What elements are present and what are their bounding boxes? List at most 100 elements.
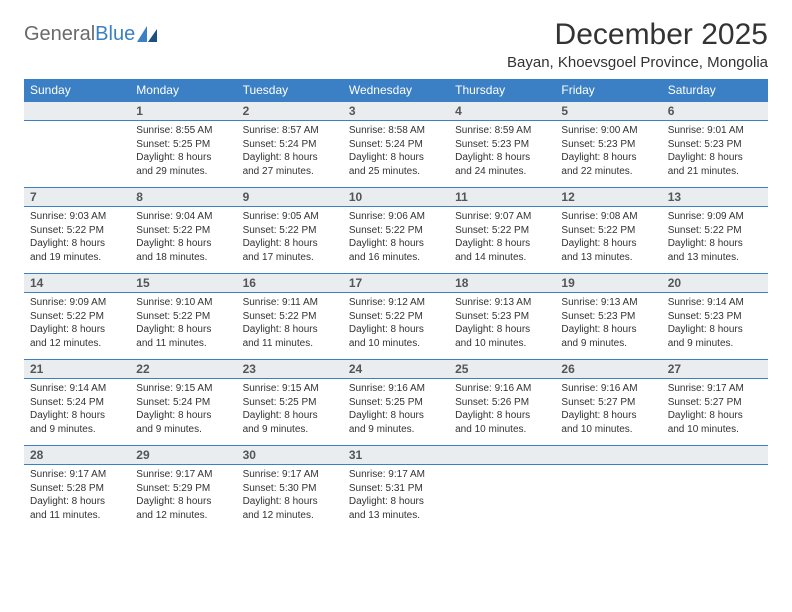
day-data: Sunrise: 9:10 AMSunset: 5:22 PMDaylight:… [130, 293, 236, 352]
day-number: 16 [237, 273, 343, 293]
calendar-cell: 12Sunrise: 9:08 AMSunset: 5:22 PMDayligh… [555, 187, 661, 273]
sunset-text: Sunset: 5:25 PM [349, 396, 443, 410]
day-number: 23 [237, 359, 343, 379]
day-of-week-row: SundayMondayTuesdayWednesdayThursdayFrid… [24, 79, 768, 101]
calendar-cell: 29Sunrise: 9:17 AMSunset: 5:29 PMDayligh… [130, 445, 236, 531]
calendar-cell: 30Sunrise: 9:17 AMSunset: 5:30 PMDayligh… [237, 445, 343, 531]
day-number: 4 [449, 101, 555, 121]
daylight-line2: and 17 minutes. [243, 251, 337, 265]
daylight-line2: and 9 minutes. [136, 423, 230, 437]
daylight-line1: Daylight: 8 hours [136, 151, 230, 165]
day-data: Sunrise: 9:14 AMSunset: 5:24 PMDaylight:… [24, 379, 130, 438]
location: Bayan, Khoevsgoel Province, Mongolia [507, 54, 768, 71]
day-number-empty [24, 101, 130, 121]
sunset-text: Sunset: 5:30 PM [243, 482, 337, 496]
day-number: 7 [24, 187, 130, 207]
calendar-cell: 27Sunrise: 9:17 AMSunset: 5:27 PMDayligh… [662, 359, 768, 445]
day-data: Sunrise: 9:03 AMSunset: 5:22 PMDaylight:… [24, 207, 130, 266]
sunset-text: Sunset: 5:29 PM [136, 482, 230, 496]
day-number: 14 [24, 273, 130, 293]
day-data: Sunrise: 9:17 AMSunset: 5:29 PMDaylight:… [130, 465, 236, 524]
sunset-text: Sunset: 5:25 PM [243, 396, 337, 410]
calendar-cell: 2Sunrise: 8:57 AMSunset: 5:24 PMDaylight… [237, 101, 343, 187]
day-number: 2 [237, 101, 343, 121]
daylight-line2: and 10 minutes. [349, 337, 443, 351]
calendar-cell: 21Sunrise: 9:14 AMSunset: 5:24 PMDayligh… [24, 359, 130, 445]
sunrise-text: Sunrise: 9:00 AM [561, 124, 655, 138]
daylight-line2: and 10 minutes. [455, 423, 549, 437]
sunset-text: Sunset: 5:27 PM [668, 396, 762, 410]
sunset-text: Sunset: 5:22 PM [349, 224, 443, 238]
sunset-text: Sunset: 5:22 PM [455, 224, 549, 238]
day-data: Sunrise: 8:57 AMSunset: 5:24 PMDaylight:… [237, 121, 343, 180]
sunrise-text: Sunrise: 9:17 AM [136, 468, 230, 482]
calendar-cell: 25Sunrise: 9:16 AMSunset: 5:26 PMDayligh… [449, 359, 555, 445]
daylight-line2: and 11 minutes. [30, 509, 124, 523]
daylight-line1: Daylight: 8 hours [136, 323, 230, 337]
daylight-line2: and 21 minutes. [668, 165, 762, 179]
daylight-line2: and 13 minutes. [668, 251, 762, 265]
daylight-line2: and 22 minutes. [561, 165, 655, 179]
sunset-text: Sunset: 5:25 PM [136, 138, 230, 152]
daylight-line2: and 10 minutes. [455, 337, 549, 351]
day-number: 5 [555, 101, 661, 121]
daylight-line2: and 18 minutes. [136, 251, 230, 265]
daylight-line2: and 29 minutes. [136, 165, 230, 179]
day-number: 11 [449, 187, 555, 207]
daylight-line1: Daylight: 8 hours [243, 323, 337, 337]
sunrise-text: Sunrise: 9:14 AM [30, 382, 124, 396]
day-number: 25 [449, 359, 555, 379]
day-number-empty [449, 445, 555, 465]
sunset-text: Sunset: 5:23 PM [668, 310, 762, 324]
sunrise-text: Sunrise: 9:17 AM [30, 468, 124, 482]
daylight-line2: and 10 minutes. [561, 423, 655, 437]
calendar-body: 1Sunrise: 8:55 AMSunset: 5:25 PMDaylight… [24, 101, 768, 531]
day-number: 10 [343, 187, 449, 207]
daylight-line1: Daylight: 8 hours [243, 237, 337, 251]
day-data: Sunrise: 9:17 AMSunset: 5:28 PMDaylight:… [24, 465, 130, 524]
daylight-line1: Daylight: 8 hours [243, 495, 337, 509]
day-number: 27 [662, 359, 768, 379]
daylight-line1: Daylight: 8 hours [455, 409, 549, 423]
sunrise-text: Sunrise: 9:04 AM [136, 210, 230, 224]
daylight-line1: Daylight: 8 hours [349, 323, 443, 337]
calendar-cell: 7Sunrise: 9:03 AMSunset: 5:22 PMDaylight… [24, 187, 130, 273]
calendar-cell [24, 101, 130, 187]
header: GeneralBlue December 2025 Bayan, Khoevsg… [24, 18, 768, 71]
logo-text-blue: Blue [95, 23, 135, 45]
daylight-line2: and 12 minutes. [30, 337, 124, 351]
calendar-week-row: 21Sunrise: 9:14 AMSunset: 5:24 PMDayligh… [24, 359, 768, 445]
sunset-text: Sunset: 5:23 PM [455, 310, 549, 324]
daylight-line1: Daylight: 8 hours [561, 151, 655, 165]
sunrise-text: Sunrise: 9:06 AM [349, 210, 443, 224]
sunset-text: Sunset: 5:23 PM [668, 138, 762, 152]
day-of-week-header: Saturday [662, 79, 768, 101]
sunset-text: Sunset: 5:27 PM [561, 396, 655, 410]
day-number: 6 [662, 101, 768, 121]
calendar-cell: 20Sunrise: 9:14 AMSunset: 5:23 PMDayligh… [662, 273, 768, 359]
day-number: 24 [343, 359, 449, 379]
day-data: Sunrise: 9:16 AMSunset: 5:26 PMDaylight:… [449, 379, 555, 438]
daylight-line2: and 10 minutes. [668, 423, 762, 437]
sunset-text: Sunset: 5:22 PM [668, 224, 762, 238]
sunset-text: Sunset: 5:23 PM [561, 310, 655, 324]
daylight-line1: Daylight: 8 hours [30, 495, 124, 509]
daylight-line1: Daylight: 8 hours [668, 151, 762, 165]
day-data: Sunrise: 8:58 AMSunset: 5:24 PMDaylight:… [343, 121, 449, 180]
calendar-cell [449, 445, 555, 531]
day-number: 21 [24, 359, 130, 379]
logo: GeneralBlue [24, 20, 159, 49]
sunset-text: Sunset: 5:22 PM [30, 310, 124, 324]
day-number: 19 [555, 273, 661, 293]
daylight-line1: Daylight: 8 hours [30, 409, 124, 423]
sunrise-text: Sunrise: 9:09 AM [30, 296, 124, 310]
day-number: 26 [555, 359, 661, 379]
daylight-line1: Daylight: 8 hours [561, 237, 655, 251]
day-number: 13 [662, 187, 768, 207]
sunset-text: Sunset: 5:22 PM [243, 310, 337, 324]
sunset-text: Sunset: 5:23 PM [455, 138, 549, 152]
day-data: Sunrise: 9:08 AMSunset: 5:22 PMDaylight:… [555, 207, 661, 266]
sunrise-text: Sunrise: 8:58 AM [349, 124, 443, 138]
sunrise-text: Sunrise: 9:17 AM [349, 468, 443, 482]
daylight-line1: Daylight: 8 hours [349, 495, 443, 509]
